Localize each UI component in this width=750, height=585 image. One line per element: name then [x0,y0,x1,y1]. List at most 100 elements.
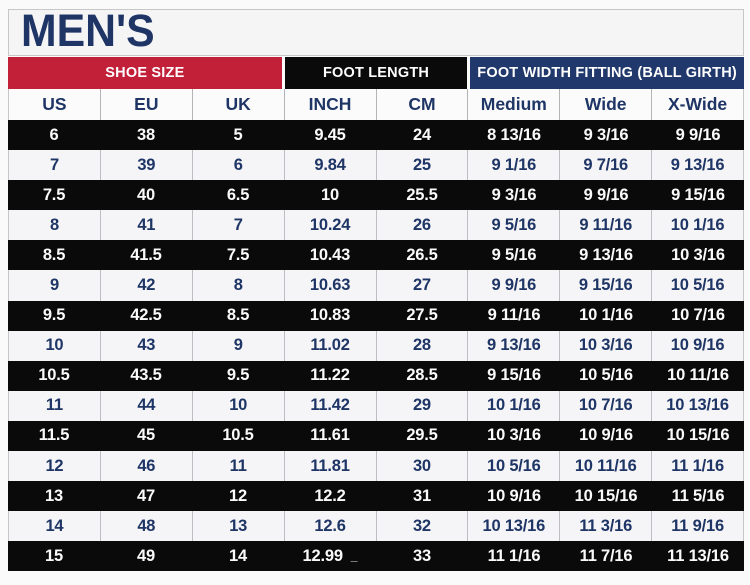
cell-eu: 40 [137,185,155,204]
table-row: 15 49 14 12.99 _ 33 11 1/16 11 7/16 11 13/16 [8,541,744,572]
column-header-eu: EU [101,89,193,120]
cell-wide: 10 9/16 [579,426,633,445]
mens-shoe-size-chart: MEN'S SHOE SIZE FOOT LENGTH FOOT WIDTH F… [8,8,744,572]
cell-x-wide: 9 13/16 [670,155,725,174]
cell-eu: 42 [101,270,193,301]
table-row: 11.5 45 10.5 11.61 29.5 10 3/16 10 9/16 10 15/1… [8,420,744,452]
cell-medium: 9 5/16 [468,210,561,241]
cell-wide: 10 1/16 [579,306,633,325]
cell-wide: 9 7/16 [560,150,653,181]
cell-eu: 41 [101,210,193,241]
cell-inch: 10.83 [309,306,351,325]
table-row: 6 38 5 9.45 24 8 13/16 9 3/16 9 9/16 [8,120,744,151]
cell-medium: 8 13/16 [487,125,541,144]
header-group-shoe-size: SHOE SIZE [8,57,282,89]
cell-uk: 9 [193,330,285,361]
cell-medium: 10 1/16 [468,390,561,421]
table-row: 14 48 13 12.6 32 10 13/16 11 3/16 11 9/16 [8,511,744,542]
cell-eu: 43 [101,330,193,361]
cell-cm: 25 [377,150,469,181]
cell-wide: 10 5/16 [579,366,633,385]
cell-medium: 9 11/16 [487,306,541,325]
cell-x-wide: 11 5/16 [671,486,725,505]
cell-x-wide: 11 9/16 [671,516,724,535]
cell-uk: 6 [193,150,285,181]
cell-us: 9.5 [42,306,66,325]
cell-x-wide: 10 1/16 [670,215,725,234]
cell-us: 9 [9,270,101,301]
cell-inch: 10 [321,185,339,204]
cell-eu: 43.5 [130,366,162,385]
column-header-x-wide: X-Wide [667,94,728,114]
cell-uk: 13 [193,511,285,542]
cell-x-wide: 9 15/16 [671,185,725,204]
cell-us: 14 [9,511,101,542]
cell-eu: 41.5 [130,245,162,264]
cell-wide: 10 3/16 [560,330,653,361]
cell-eu: 38 [137,125,155,144]
cell-cm: 27 [377,270,469,301]
cell-us: 11.5 [38,426,70,445]
cell-uk: 10.5 [222,426,254,445]
column-header-us: US [9,89,101,120]
cell-us: 10.5 [38,366,70,385]
cell-inch: 11.42 [285,390,377,421]
cell-cm: 24 [413,125,431,144]
cell-cm: 28.5 [406,366,438,385]
cell-wide: 10 7/16 [560,390,653,421]
title-box: MEN'S [8,8,744,56]
cell-x-wide: 10 15/16 [666,426,730,445]
cell-eu: 48 [101,511,193,542]
cell-uk: 6.5 [226,185,250,204]
table-row: 10 43 9 11.02 28 9 13/16 10 3/16 10 9/16 [8,330,744,361]
cell-inch: 9.45 [314,125,346,144]
cell-inch: 12.6 [285,511,377,542]
cell-cm: 31 [413,486,431,505]
column-header-inch: INCH [285,89,377,120]
cell-medium: 10 3/16 [487,426,541,445]
cell-us: 7 [9,150,101,181]
table-row: 8 41 7 10.24 26 9 5/16 9 11/16 10 1/16 [8,210,744,241]
cell-us: 11 [9,390,101,421]
cell-cm: 30 [377,451,469,482]
cell-uk: 7 [193,210,285,241]
header-group-shoe-size-label: SHOE SIZE [105,65,185,81]
column-header-uk: UK [193,89,285,120]
header-group-foot-width-label: FOOT WIDTH FITTING (BALL GIRTH) [477,65,737,81]
cell-eu: 39 [101,150,193,181]
cell-medium: 9 15/16 [487,366,541,385]
cell-us: 12 [9,451,101,482]
cell-cm: 27.5 [406,306,438,325]
cell-inch: 10.43 [309,245,351,264]
cell-inch: 11.22 [310,366,350,385]
cell-cm: 29 [377,390,469,421]
header-group-row: SHOE SIZE FOOT LENGTH FOOT WIDTH FITTING… [8,57,744,89]
header-group-foot-width: FOOT WIDTH FITTING (BALL GIRTH) [470,57,744,89]
cell-x-wide: 11 13/16 [667,546,729,565]
table-row: 12 46 11 11.81 30 10 5/16 10 11/16 11 1/16 [8,451,744,482]
cell-uk: 8 [193,270,285,301]
cell-x-wide: 11 1/16 [671,456,724,475]
cell-wide: 9 11/16 [560,210,653,241]
cell-cm: 26 [377,210,469,241]
column-header-medium: Medium [468,89,561,120]
cell-uk: 14 [229,546,247,565]
cell-wide: 11 7/16 [579,546,633,565]
cell-inch: 10.24 [285,210,377,241]
cell-us: 6 [49,125,59,144]
cell-us: 7.5 [42,185,66,204]
cell-medium: 10 5/16 [468,451,561,482]
cell-wide: 9 3/16 [583,125,629,144]
cell-eu: 47 [137,486,155,505]
table-row: 8.5 41.5 7.5 10.43 26.5 9 5/16 9 13/16 10 3/16 [8,240,744,271]
cell-uk: 5 [233,125,243,144]
cell-medium: 9 9/16 [468,270,561,301]
cell-medium: 9 3/16 [491,185,537,204]
table-body: 6 38 5 9.45 24 8 13/16 9 3/16 9 9/16 7 39 6 9.84 25 9… [8,120,744,572]
cell-uk: 12 [229,486,247,505]
cell-medium: 10 9/16 [487,486,541,505]
cell-wide: 9 13/16 [579,245,633,264]
table-row: 9 42 8 10.63 27 9 9/16 9 15/16 10 5/16 [8,270,744,301]
cell-medium: 9 5/16 [491,245,537,264]
cell-uk: 9.5 [226,366,250,385]
